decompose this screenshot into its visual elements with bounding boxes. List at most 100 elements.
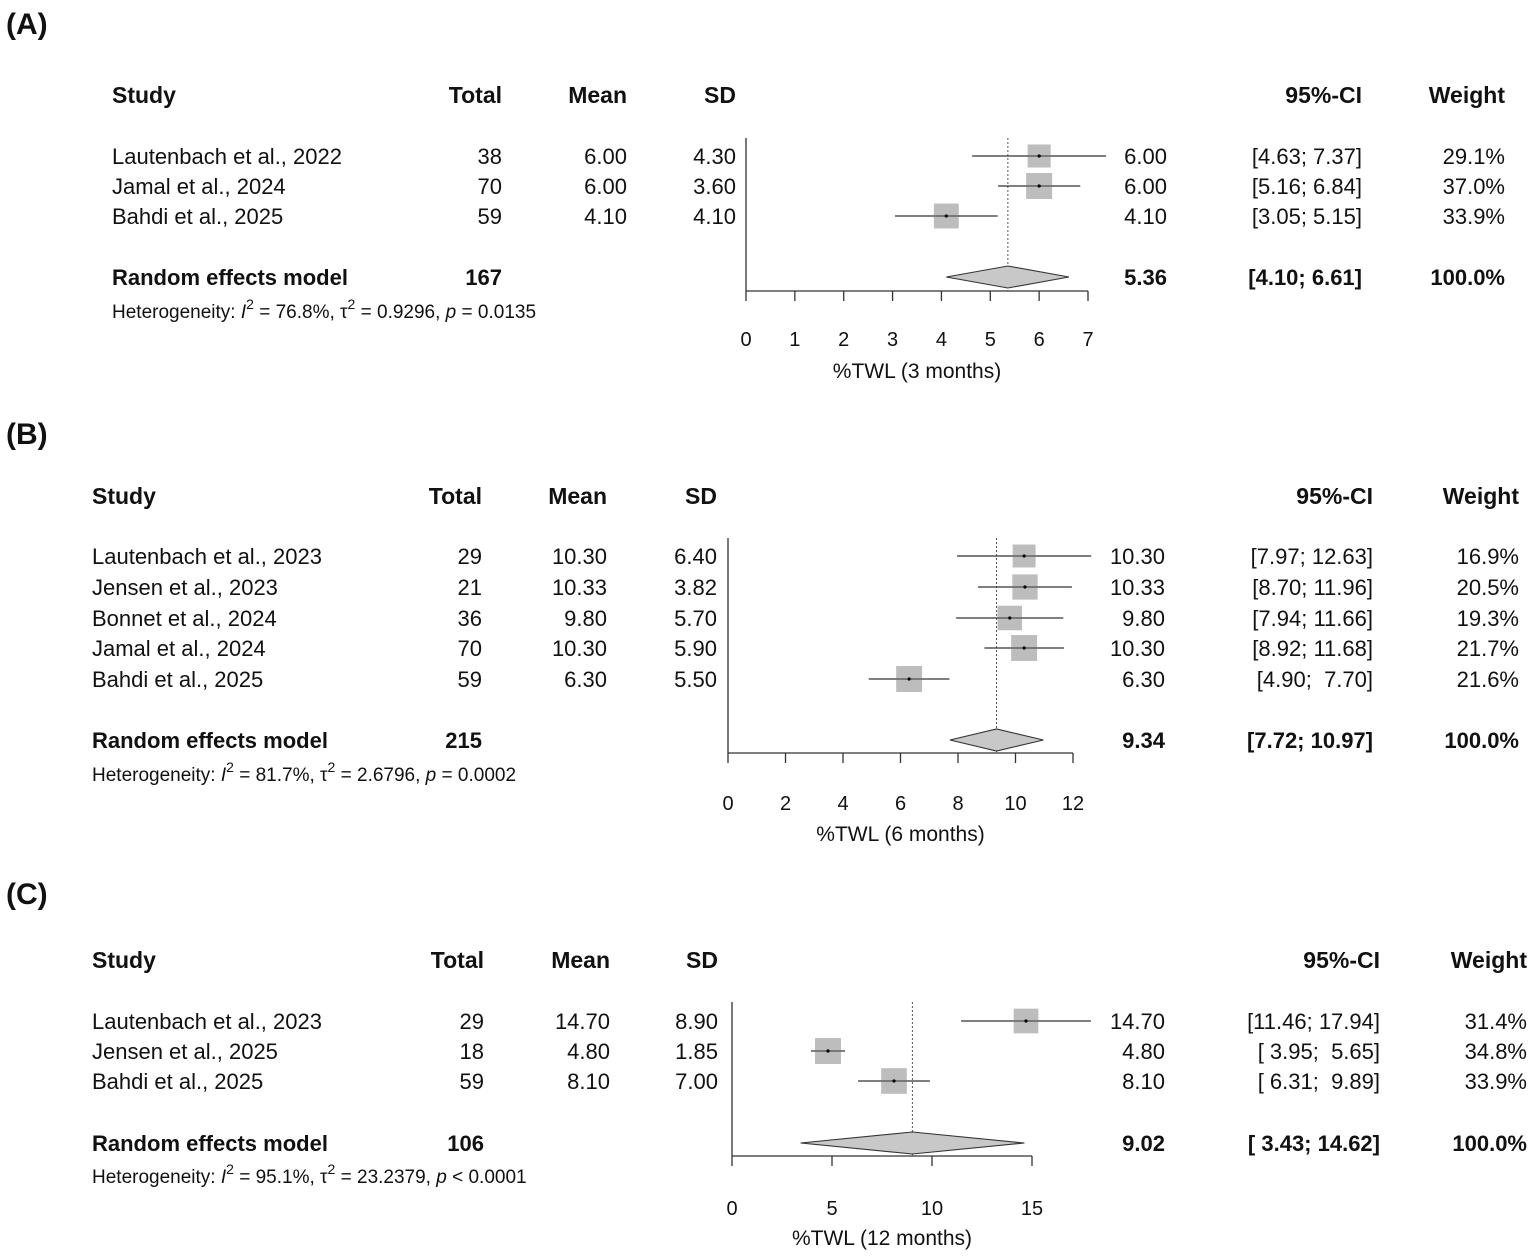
study-total: 70 [478, 174, 502, 199]
heterogeneity-tau-sym: τ [320, 765, 328, 786]
study-sd: 8.90 [675, 1009, 718, 1034]
header-study: Study [112, 82, 176, 108]
study-mean: 6.00 [584, 174, 627, 199]
heterogeneity-i2-sup: 2 [226, 1161, 234, 1177]
heterogeneity-prefix: Heterogeneity: [112, 302, 241, 323]
study-total: 70 [458, 636, 482, 661]
study-weight: 19.3% [1457, 606, 1519, 631]
study-point [907, 677, 911, 681]
study-mean: 10.33 [552, 575, 607, 600]
x-tick-label: 3 [887, 329, 898, 351]
study-point [826, 1049, 830, 1053]
header-sd: SD [686, 947, 718, 973]
x-tick-label: 2 [780, 793, 791, 815]
study-weight: 21.7% [1457, 636, 1519, 661]
heterogeneity-tau-val: = 23.2379, [335, 1167, 436, 1188]
heterogeneity-prefix: Heterogeneity: [92, 765, 221, 786]
study-total: 59 [460, 1069, 484, 1094]
x-tick-label: 10 [1004, 793, 1026, 815]
study-weight: 33.9% [1465, 1069, 1527, 1094]
heterogeneity-i2-sym: I [241, 302, 247, 323]
study-total: 29 [460, 1009, 484, 1034]
header-mean: Mean [548, 483, 607, 509]
heterogeneity-tau-sup: 2 [328, 1161, 336, 1177]
study-point [1022, 646, 1026, 650]
study-name: Lautenbach et al., 2023 [92, 1009, 322, 1034]
study-total: 21 [458, 575, 482, 600]
study-name: Bahdi et al., 2025 [92, 667, 263, 692]
study-sd: 1.85 [675, 1039, 718, 1064]
study-ci: [5.16; 6.84] [1252, 174, 1362, 199]
heterogeneity-i2-sym: I [221, 765, 227, 786]
header-weight: Weight [1443, 483, 1520, 509]
forest-plot-c: Study Total Mean SD 95%-CI Weight 0 5 10 15 %TWL (… [92, 947, 1527, 1250]
study-mean: 9.80 [564, 606, 607, 631]
pooled-total: 167 [465, 265, 502, 290]
heterogeneity-tau-sym: τ [340, 302, 348, 323]
study-total: 59 [458, 667, 482, 692]
heterogeneity-p-sym: p [445, 302, 457, 323]
x-axis-label: %TWL (6 months) [816, 823, 984, 846]
heterogeneity-i2-sym: I [221, 1167, 227, 1188]
x-tick-label: 5 [985, 329, 996, 351]
study-weight: 21.6% [1457, 667, 1519, 692]
study-estimate: 14.70 [1110, 1009, 1165, 1034]
forest-plot-b: Study Total Mean SD 95%-CI Weight 0 2 4 6 8 10 12 %TW… [92, 483, 1520, 846]
study-estimate: 6.00 [1124, 174, 1167, 199]
pooled-estimate: 9.34 [1122, 728, 1166, 753]
pooled-ci: [7.72; 10.97] [1247, 728, 1373, 753]
header-ci: 95%-CI [1285, 82, 1362, 108]
header-sd: SD [685, 483, 717, 509]
study-weight: 20.5% [1457, 575, 1519, 600]
study-sd: 5.90 [674, 636, 717, 661]
header-total: Total [431, 947, 484, 973]
study-sd: 4.10 [693, 204, 736, 229]
heterogeneity-p-sym: p [435, 1167, 447, 1188]
header-ci: 95%-CI [1303, 947, 1380, 973]
study-mean: 14.70 [555, 1009, 610, 1034]
study-sd: 5.50 [674, 667, 717, 692]
pooled-total: 215 [445, 728, 482, 753]
x-tick-label: 10 [921, 1198, 943, 1220]
study-point [1037, 184, 1041, 188]
study-ci: [3.05; 5.15] [1252, 204, 1362, 229]
study-sd: 3.60 [693, 174, 736, 199]
x-tick-label: 15 [1021, 1198, 1043, 1220]
heterogeneity-p-val: = 0.0135 [456, 302, 536, 323]
study-point [892, 1079, 896, 1083]
pooled-ci: [ 3.43; 14.62] [1248, 1131, 1380, 1156]
study-ci: [8.92; 11.68] [1252, 636, 1373, 661]
header-ci: 95%-CI [1296, 483, 1373, 509]
heterogeneity-prefix: Heterogeneity: [92, 1167, 221, 1188]
study-weight: 33.9% [1443, 204, 1505, 229]
heterogeneity-tau-sup: 2 [348, 296, 356, 312]
pooled-diamond [800, 1131, 1025, 1155]
study-total: 18 [460, 1039, 484, 1064]
x-tick-label: 4 [936, 329, 947, 351]
study-estimate: 6.00 [1124, 144, 1167, 169]
study-estimate: 10.33 [1110, 575, 1165, 600]
x-tick-label: 6 [1034, 329, 1045, 351]
study-ci: [11.46; 17.94] [1247, 1009, 1380, 1034]
heterogeneity-i2-sup: 2 [226, 759, 234, 775]
study-name: Bahdi et al., 2025 [92, 1069, 263, 1094]
study-estimate: 10.30 [1110, 636, 1165, 661]
study-mean: 10.30 [552, 636, 607, 661]
study-name: Jamal et al., 2024 [112, 174, 286, 199]
study-point [944, 214, 948, 218]
study-point [1022, 554, 1026, 558]
study-estimate: 10.30 [1110, 544, 1165, 569]
header-mean: Mean [551, 947, 610, 973]
forest-plot-a: Study Total Mean SD 95%-CI Weight 0 1 2 3 4 5 6 7 %TWL… [112, 82, 1505, 383]
heterogeneity-p-sym: p [425, 765, 437, 786]
study-mean: 10.30 [552, 544, 607, 569]
study-ci: [4.90; 7.70] [1257, 667, 1373, 692]
study-estimate: 4.80 [1122, 1039, 1165, 1064]
x-tick-label: 6 [895, 793, 906, 815]
study-name: Lautenbach et al., 2023 [92, 544, 322, 569]
x-axis-label: %TWL (3 months) [833, 360, 1001, 383]
header-sd: SD [704, 82, 736, 108]
study-name: Jamal et al., 2024 [92, 636, 266, 661]
heterogeneity-p-val: < 0.0001 [447, 1167, 527, 1188]
x-tick-label: 5 [826, 1198, 837, 1220]
